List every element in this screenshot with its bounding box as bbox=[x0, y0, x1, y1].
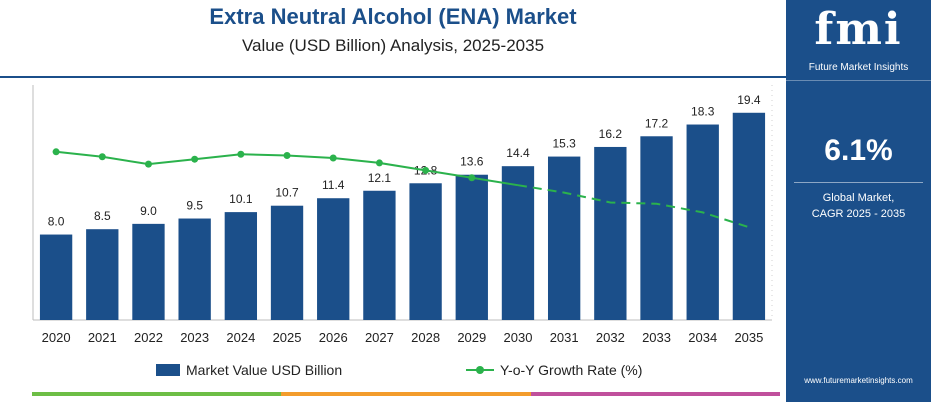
bar-2034 bbox=[686, 124, 719, 320]
data-label-2026: 11.4 bbox=[322, 178, 345, 192]
growth-point-2023 bbox=[191, 155, 199, 163]
growth-point-2022 bbox=[144, 160, 152, 168]
cagr-rule bbox=[794, 182, 923, 183]
chart-plot: 8.0 2020 8.5 2021 9.0 2022 9.5 2023 10.1 2024 10.7… bbox=[32, 85, 773, 345]
cagr-value: 6.1% bbox=[824, 134, 893, 167]
bar-2033 bbox=[640, 136, 673, 320]
x-tick-2031: 2031 bbox=[550, 330, 579, 345]
stripe-purple bbox=[530, 392, 780, 396]
x-tick-2023: 2023 bbox=[180, 330, 209, 345]
chart-title: Extra Neutral Alcohol (ENA) Market bbox=[209, 4, 577, 29]
growth-point-2024 bbox=[237, 150, 245, 158]
data-label-2024: 10.1 bbox=[229, 192, 253, 206]
x-tick-2024: 2024 bbox=[226, 330, 255, 345]
fmi-logo-subtitle: Future Market Insights bbox=[808, 62, 909, 73]
bar-2028 bbox=[409, 183, 442, 320]
bar-2026 bbox=[317, 198, 350, 320]
bar-2021 bbox=[86, 229, 119, 320]
x-tick-2021: 2021 bbox=[88, 330, 117, 345]
bar-2031 bbox=[547, 156, 581, 320]
bar-2023 bbox=[178, 218, 211, 320]
bar-2020 bbox=[39, 234, 73, 320]
x-tick-2020: 2020 bbox=[42, 330, 71, 345]
x-tick-2025: 2025 bbox=[273, 330, 302, 345]
legend-bar-series: Market Value USD Billion bbox=[156, 360, 342, 380]
bottom-color-stripe bbox=[32, 392, 780, 396]
growth-point-2025 bbox=[283, 152, 291, 159]
data-label-2022: 9.0 bbox=[140, 204, 157, 218]
bar-2025 bbox=[270, 205, 304, 320]
bar-2030 bbox=[501, 166, 535, 320]
stripe-green bbox=[32, 392, 282, 396]
data-label-2033: 17.2 bbox=[645, 116, 669, 130]
growth-point-2027 bbox=[375, 159, 383, 167]
growth-point-2028 bbox=[422, 166, 430, 174]
x-tick-2029: 2029 bbox=[457, 330, 486, 345]
data-label-2032: 16.2 bbox=[599, 127, 623, 141]
data-label-2031: 15.3 bbox=[552, 137, 576, 151]
chart-subtitle: Value (USD Billion) Analysis, 2025-2035 bbox=[241, 36, 545, 55]
x-tick-2035: 2035 bbox=[734, 330, 763, 345]
cagr-label-period: CAGR 2025 - 2035 bbox=[811, 208, 906, 220]
growth-point-2026 bbox=[329, 154, 337, 162]
stripe-orange bbox=[281, 392, 531, 396]
growth-point-2029 bbox=[468, 174, 476, 182]
cagr-label-market: Global Market, bbox=[822, 192, 895, 204]
side-divider bbox=[786, 80, 931, 81]
x-tick-2026: 2026 bbox=[319, 330, 348, 345]
bar-2022 bbox=[132, 223, 165, 320]
bar-2029 bbox=[455, 174, 488, 320]
side-panel: fmi Future Market Insights 6.1% Global M… bbox=[786, 0, 931, 402]
legend-bar-swatch bbox=[156, 364, 180, 376]
x-tick-2032: 2032 bbox=[596, 330, 625, 345]
bar-2032 bbox=[594, 146, 627, 320]
x-tick-2028: 2028 bbox=[411, 330, 440, 345]
data-label-2021: 8.5 bbox=[94, 209, 111, 223]
growth-point-2021 bbox=[98, 153, 106, 161]
x-tick-2027: 2027 bbox=[365, 330, 394, 345]
data-label-2035: 19.4 bbox=[737, 93, 761, 107]
x-tick-2030: 2030 bbox=[504, 330, 533, 345]
x-tick-2034: 2034 bbox=[688, 330, 717, 345]
fmi-logo: fmi bbox=[814, 4, 903, 55]
data-label-2029: 13.6 bbox=[460, 155, 484, 169]
bar-2024 bbox=[224, 212, 258, 320]
data-label-2030: 14.4 bbox=[506, 146, 530, 160]
legend-bar-label: Market Value USD Billion bbox=[186, 362, 343, 378]
bar-2035 bbox=[732, 112, 766, 320]
data-label-2025: 10.7 bbox=[275, 186, 299, 200]
data-label-2034: 18.3 bbox=[691, 105, 715, 119]
legend-line-label: Y-o-Y Growth Rate (%) bbox=[500, 362, 643, 378]
website-url[interactable]: www.futuremarketinsights.com bbox=[804, 376, 913, 385]
x-tick-2022: 2022 bbox=[134, 330, 163, 345]
x-tick-2033: 2033 bbox=[642, 330, 671, 345]
growth-point-2020 bbox=[52, 148, 60, 156]
bar-2027 bbox=[363, 190, 396, 320]
legend-line-series: Y-o-Y Growth Rate (%) bbox=[466, 360, 642, 380]
growth-line-dashed bbox=[517, 184, 750, 229]
data-label-2023: 9.5 bbox=[186, 199, 203, 213]
legend-line-swatch bbox=[466, 364, 494, 376]
title-rule bbox=[0, 76, 786, 78]
data-label-2020: 8.0 bbox=[48, 215, 65, 229]
data-label-2027: 12.1 bbox=[368, 171, 392, 185]
